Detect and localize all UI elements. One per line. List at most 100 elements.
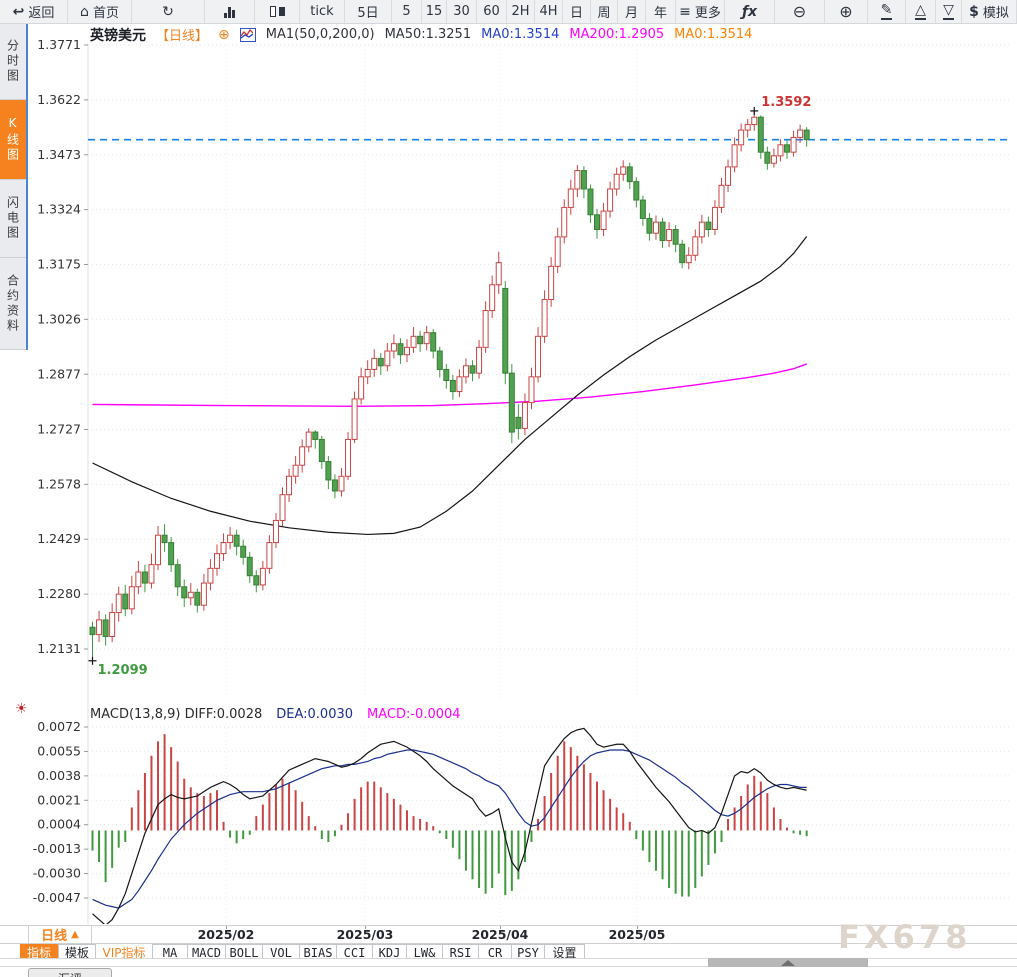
toolbar-button-5[interactable]: 5 [392, 0, 422, 23]
toolbar-button-label: 年 [653, 6, 667, 21]
back-arrow-icon: ↩ [12, 3, 25, 20]
add-indicator-icon[interactable]: ⊕ [218, 26, 230, 43]
macd-header: MACD(13,8,9) DIFF:0.0028 DEA:0.0030 MACD… [90, 706, 461, 722]
toolbar-button-zoom-in-icon[interactable]: ⊕ [825, 0, 868, 23]
toolbar-button-2H[interactable]: 2H [507, 0, 535, 23]
toolbar-button-refresh-icon[interactable]: ↻ [132, 0, 205, 23]
toolbar-button-label: tick [310, 4, 334, 19]
toolbar-button-label: 首页 [92, 6, 119, 21]
macd-axis-label: 0.0021 [37, 792, 81, 807]
sidebar-tab-分时图[interactable]: 分时图 [0, 24, 26, 100]
price-axis-label: 1.2280 [37, 586, 81, 601]
toolbar-button-bar-chart-icon[interactable] [205, 0, 255, 23]
price-axis-label: 1.2429 [37, 531, 81, 546]
toolbar-button-首页[interactable]: ⌂ 首页 [68, 0, 132, 23]
macd-axis-label: 0.0004 [37, 817, 81, 832]
fx-icon: ƒx [741, 3, 758, 20]
toolbar-button-label: 月 [624, 6, 638, 21]
period-tag: 【日线】 [156, 29, 209, 44]
macd-axis-label: -0.0047 [33, 890, 81, 905]
toolbar-button-日[interactable]: 日 [563, 0, 591, 23]
high-price-label: 1.3592 [761, 94, 812, 110]
macd-dea-value: DEA:0.0030 [276, 706, 354, 722]
toolbar-button-tick[interactable]: tick [300, 0, 345, 23]
date-axis-label: 2025/05 [608, 927, 666, 942]
toolbar-button-triangle-up-icon[interactable]: △ [906, 0, 936, 23]
macd-value: MACD:-0.0004 [367, 706, 461, 722]
sidebar-tab-K线图[interactable]: K线图 [0, 100, 26, 180]
sidebar-tab-闪电图[interactable]: 闪电图 [0, 180, 26, 258]
toolbar-button-label: 周 [597, 6, 611, 21]
menu-icon: ≡ [679, 3, 691, 20]
indicator-tab-指标[interactable]: 指标 [20, 944, 58, 961]
triangle-down-icon: ▽ [943, 2, 954, 20]
toolbar-button-label: 4H [539, 4, 558, 19]
toolbar-button-label: 5 [402, 4, 411, 19]
toolbar-button-年[interactable]: 年 [646, 0, 676, 23]
macd-axis-label: 0.0055 [37, 743, 81, 758]
triangle-up-icon: ▲ [71, 929, 79, 940]
toolbar-button-label: 60 [483, 4, 500, 19]
price-axis-label: 1.2877 [37, 366, 81, 381]
toolbar-button-triangle-down-icon[interactable]: ▽ [936, 0, 962, 23]
macd-title-diff: MACD(13,8,9) DIFF:0.0028 [90, 706, 263, 722]
price-axis-label: 1.3771 [37, 37, 81, 52]
toolbar-button-label: 15 [425, 4, 443, 19]
toolbar-button-月[interactable]: 月 [618, 0, 646, 23]
price-axis-label: 1.2727 [37, 421, 81, 436]
ma0-orange-value: MA0:1.3514 [674, 27, 753, 42]
symbol-name: 英镑美元 [90, 27, 146, 44]
bottom-partial-tab[interactable]: 汇评 [28, 968, 112, 977]
date-axis-tick [637, 926, 638, 929]
home-icon: ⌂ [80, 3, 89, 20]
mini-chart-icon[interactable] [239, 27, 256, 42]
toolbar-button-周[interactable]: 周 [591, 0, 618, 23]
indicator-tab-VIP指标[interactable]: VIP指标 [102, 946, 146, 960]
toolbar-button-zoom-out-icon[interactable]: ⊖ [775, 0, 825, 23]
macd-axis-label: -0.0013 [33, 841, 81, 856]
indicator-settings-icon[interactable]: ☀ [15, 701, 28, 717]
pencil-icon: ✎ [880, 2, 893, 20]
toolbar-button-返回[interactable]: ↩ 返回 [0, 0, 68, 23]
toolbar-button-4H[interactable]: 4H [535, 0, 563, 23]
price-axis-label: 1.2578 [37, 476, 81, 491]
bottom-partial-tab-label: 汇评 [29, 970, 111, 977]
chart-header: 英镑美元 【日线】 ⊕ MA1(50,0,200,0) MA50:1.3251 … [90, 26, 753, 45]
toolbar-button-label: 日 [569, 6, 583, 21]
ma200-value: MA200:1.2905 [569, 27, 665, 42]
macd-axis-label: 0.0072 [37, 719, 81, 734]
date-axis-tick [365, 926, 366, 929]
toolbar-button-label: 更多 [694, 6, 721, 21]
triangle-up-icon: △ [915, 2, 926, 20]
horizontal-scrollbar-track[interactable] [0, 958, 1017, 967]
price-axis-label: 1.3026 [37, 311, 81, 326]
toolbar-button-15[interactable]: 15 [422, 0, 447, 23]
ma-group-label: MA1(50,0,200,0) [265, 27, 375, 42]
bar-chart-icon [224, 6, 235, 18]
toolbar-button-label: 5日 [357, 6, 379, 21]
toolbar-button-label: 返回 [28, 6, 55, 21]
toolbar-button-5日[interactable]: 5日 [345, 0, 392, 23]
ma0-blue-value: MA0:1.3514 [481, 27, 560, 42]
period-selector[interactable]: 日线 ▲ [28, 926, 92, 944]
toolbar-button-pencil-icon[interactable]: ✎ [868, 0, 906, 23]
toolbar-button-fx-icon[interactable]: ƒx [725, 0, 775, 23]
toolbar-button-candlestick-icon[interactable] [255, 0, 300, 23]
toolbar-button-label: 2H [511, 4, 530, 19]
low-price-label: 1.2099 [97, 662, 148, 678]
toolbar-button-更多[interactable]: ≡ 更多 [676, 0, 725, 23]
toolbar-button-label: 30 [453, 4, 470, 19]
period-selector-label: 日线 [41, 929, 68, 944]
ma50-value: MA50:1.3251 [384, 27, 472, 42]
sidebar-tab-合约资料[interactable]: 合约资料 [0, 258, 26, 350]
indicator-toolbar: 指标 模板 VIP指标 MA MACD BOLL VOL BIAS CCI KDJ LW& RSI CR… [0, 944, 1017, 962]
toolbar-button-30[interactable]: 30 [447, 0, 477, 23]
date-axis-label: 2025/04 [471, 927, 529, 942]
price-axis-label: 1.3473 [37, 147, 81, 162]
toolbar-button-60[interactable]: 60 [477, 0, 507, 23]
watermark: FX678 [838, 918, 972, 956]
price-axis-label: 1.3622 [37, 92, 81, 107]
chart-type-sidebar: 分时图 K线图 闪电图 合约资料 [0, 24, 28, 350]
